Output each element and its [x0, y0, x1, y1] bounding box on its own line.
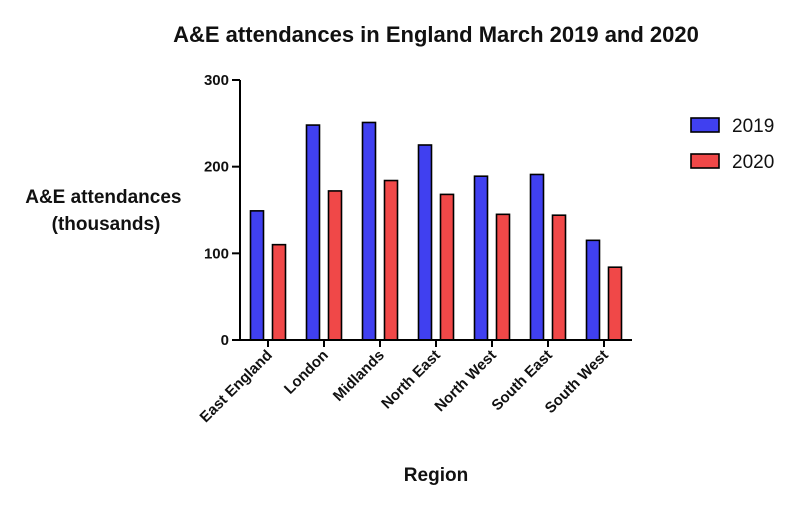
bar-2019-north-west — [473, 175, 489, 341]
legend: 2019 2020 — [690, 116, 774, 173]
x-tick-label: Midlands — [330, 347, 388, 405]
bar-2019-midlands — [361, 121, 377, 341]
y-axis-label-line-1: A&E attendances — [25, 187, 181, 208]
y-tick-label: 100 — [204, 245, 229, 262]
chart-title: A&E attendances in England March 2019 an… — [173, 22, 699, 47]
bars — [249, 121, 623, 341]
legend-label-2019: 2019 — [732, 116, 774, 137]
y-tick-label: 300 — [204, 72, 229, 89]
bar-2020-london — [327, 190, 343, 341]
x-axis-label: Region — [404, 465, 468, 486]
legend-swatch-2020 — [690, 153, 720, 169]
bar-2019-south-east — [529, 173, 545, 341]
bar-2020-south-west — [607, 266, 623, 341]
y-tick-label: 0 — [221, 332, 229, 349]
bar-2019-north-east — [417, 144, 433, 341]
bar-2019-east-england — [249, 210, 265, 341]
y-axis-label-line-2: (thousands) — [52, 214, 161, 235]
y-axis-label: A&E attendances (thousands) — [25, 187, 187, 235]
bar-2020-north-east — [439, 193, 455, 341]
y-tick-label: 200 — [204, 159, 229, 176]
legend-label-2020: 2020 — [732, 152, 774, 173]
bar-2019-south-west — [585, 239, 601, 341]
y-axis: 0 100 200 300 — [204, 72, 241, 349]
legend-swatch-2019 — [690, 117, 720, 133]
bar-2020-midlands — [383, 179, 399, 341]
bar-2020-south-east — [551, 214, 567, 341]
bar-2019-london — [305, 124, 321, 341]
bar-2020-east-england — [271, 243, 287, 341]
x-tick-label: East England — [197, 347, 276, 426]
x-tick-label: London — [281, 347, 332, 398]
bar-2020-north-west — [495, 213, 511, 341]
